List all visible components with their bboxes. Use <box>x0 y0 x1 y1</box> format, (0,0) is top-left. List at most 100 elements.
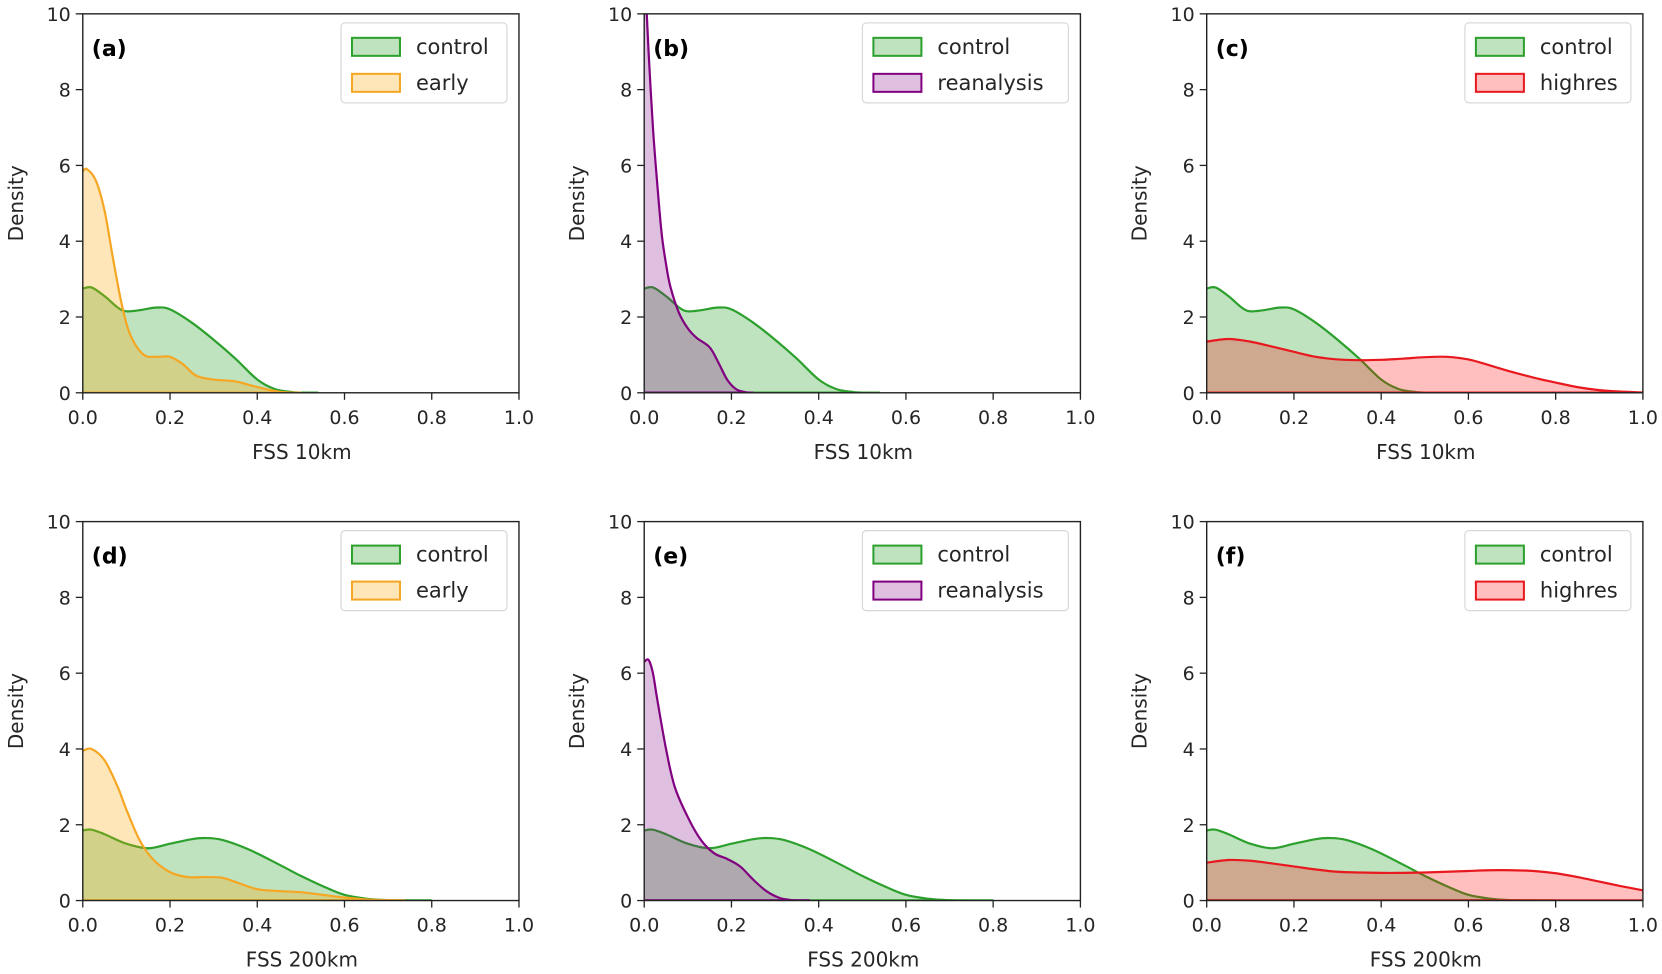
x-axis-label: FSS 10km <box>814 440 913 464</box>
area-control <box>82 829 410 901</box>
legend-label-highres: highres <box>1540 579 1618 603</box>
x-tick-label: 0.8 <box>417 915 447 937</box>
legend: control highres <box>1464 529 1632 612</box>
x-tick-label: 0.2 <box>716 407 746 429</box>
legend-swatch-reanalysis <box>872 72 923 93</box>
area-control <box>1206 829 1534 901</box>
plot-area <box>82 747 432 901</box>
area-highres <box>1206 338 1643 393</box>
y-tick-label: 4 <box>620 231 632 253</box>
x-tick-label: 0.6 <box>1453 915 1483 937</box>
x-tick-label: 1.0 <box>504 915 534 937</box>
x-tick-label: 0.0 <box>1192 407 1222 429</box>
x-tick-label: 0.6 <box>891 915 921 937</box>
y-tick-label: 10 <box>47 4 71 26</box>
legend-swatch-reanalysis <box>872 580 923 601</box>
plot-area <box>1206 285 1643 393</box>
legend-swatch-highres <box>1474 580 1525 601</box>
x-tick-label: 1.0 <box>1065 915 1095 937</box>
panel-label: (e) <box>653 545 688 570</box>
area-highres <box>1206 859 1643 901</box>
y-tick-label: 10 <box>1171 4 1195 26</box>
y-tick-label: 6 <box>620 663 632 685</box>
line-control <box>1206 285 1443 393</box>
plot-area <box>82 167 319 393</box>
legend-label-control: control <box>937 543 1010 567</box>
legend-label-control: control <box>416 543 489 567</box>
y-tick-label: 0 <box>59 891 71 913</box>
x-tick-label: 0.8 <box>1541 407 1571 429</box>
legend-swatch-control <box>350 544 401 565</box>
legend-box <box>1464 529 1632 612</box>
panel-d: 0.0 0.2 0.4 0.6 0.8 1.0 0 2 4 6 8 10 FSS 200km Densit… <box>4 512 534 972</box>
legend-label-control: control <box>1540 543 1613 567</box>
line-reanalysis <box>644 658 810 901</box>
x-axis-label: FSS 200km <box>246 948 358 972</box>
y-axis-label: Density <box>1128 673 1152 749</box>
panel-label: (a) <box>92 37 127 62</box>
line-early <box>82 747 406 901</box>
x-tick-label: 0.8 <box>978 407 1008 429</box>
x-tick-label: 0.0 <box>68 407 98 429</box>
panel-label: (d) <box>92 545 128 570</box>
x-tick-label: 0.0 <box>1192 915 1222 937</box>
legend-swatch-control <box>350 36 401 57</box>
legend: control reanalysis <box>861 529 1070 612</box>
panel-label: (f) <box>1216 545 1246 570</box>
y-tick-label: 8 <box>1183 587 1195 609</box>
x-tick-label: 0.2 <box>716 915 746 937</box>
legend: control early <box>340 22 508 104</box>
x-axis-label: FSS 10km <box>1376 440 1475 464</box>
x-tick-label: 0.4 <box>1366 407 1396 429</box>
y-tick-label: 0 <box>620 891 632 913</box>
x-tick-label: 0.6 <box>1453 407 1483 429</box>
x-tick-label: 0.0 <box>68 915 98 937</box>
legend-swatch-control <box>872 36 923 57</box>
axes-frame <box>643 13 1082 394</box>
legend-label-early: early <box>416 71 469 95</box>
legend-swatch-early <box>350 580 401 601</box>
legend-swatch-control <box>872 544 923 565</box>
line-reanalysis <box>645 13 754 393</box>
line-control <box>644 285 880 393</box>
x-tick-label: 0.4 <box>242 407 272 429</box>
legend: control highres <box>1464 22 1632 104</box>
area-control <box>1206 287 1443 393</box>
x-tick-label: 0.4 <box>242 915 272 937</box>
legend-label-reanalysis: reanalysis <box>937 579 1043 603</box>
legend-swatch-control <box>1474 544 1525 565</box>
x-tick-label: 0.2 <box>1279 407 1309 429</box>
axes-frame <box>82 13 520 394</box>
legend-box <box>861 529 1070 612</box>
y-tick-label: 8 <box>59 80 71 102</box>
x-tick-label: 0.4 <box>804 915 834 937</box>
legend-swatch-highres <box>1474 72 1525 93</box>
plot-area <box>644 13 880 393</box>
y-tick-label: 10 <box>47 512 71 534</box>
line-highres <box>1206 858 1643 892</box>
area-early <box>82 748 406 901</box>
y-tick-label: 4 <box>59 231 71 253</box>
y-tick-label: 2 <box>59 307 71 329</box>
plot-area <box>644 658 994 901</box>
x-tick-label: 0.2 <box>155 915 185 937</box>
legend-label-reanalysis: reanalysis <box>937 71 1043 95</box>
panels: 0.0 0.2 0.4 0.6 0.8 1.0 0 2 4 6 8 10 FSS 10km Density… <box>4 4 1658 972</box>
y-tick-label: 8 <box>59 587 71 609</box>
y-tick-label: 6 <box>1183 155 1195 177</box>
legend-swatch-control <box>1474 36 1525 57</box>
x-tick-label: 0.0 <box>629 915 659 937</box>
legend-label-highres: highres <box>1540 71 1618 95</box>
y-axis-label: Density <box>565 165 589 241</box>
y-tick-label: 4 <box>1183 739 1195 761</box>
x-tick-label: 0.8 <box>417 407 447 429</box>
y-tick-label: 8 <box>620 587 632 609</box>
area-early <box>82 168 301 393</box>
legend-box <box>340 529 508 612</box>
line-control <box>1206 828 1556 901</box>
panel-e: 0.0 0.2 0.4 0.6 0.8 1.0 0 2 4 6 8 10 FSS 200km Densit… <box>565 512 1095 972</box>
x-tick-label: 0.6 <box>891 407 921 429</box>
x-tick-label: 0.2 <box>155 407 185 429</box>
x-axis-label: FSS 10km <box>252 440 351 464</box>
